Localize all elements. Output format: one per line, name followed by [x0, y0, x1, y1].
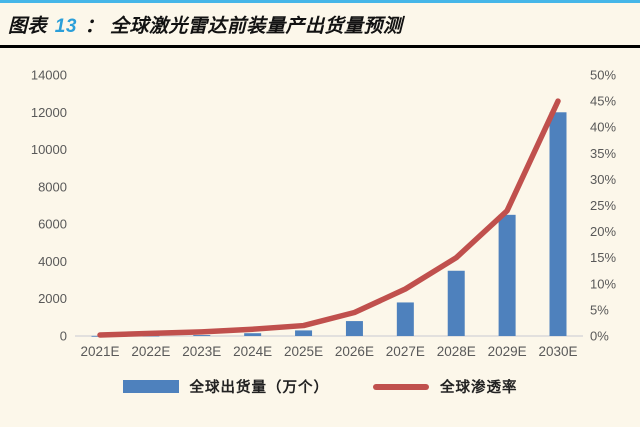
right-axis-tick: 0%	[590, 329, 609, 344]
legend-label-shipments: 全球出货量（万个）	[189, 380, 329, 396]
bar-2028E	[447, 270, 465, 336]
left-axis-tick: 6000	[38, 217, 67, 232]
right-axis-tick: 40%	[590, 120, 616, 135]
x-axis-label: 2030E	[538, 344, 577, 359]
line-series-swatch	[373, 383, 429, 390]
x-axis-label: 2023E	[182, 344, 221, 359]
left-axis-tick: 0	[60, 329, 67, 344]
bar-2029E	[498, 214, 516, 336]
x-axis-label: 2026E	[335, 344, 374, 359]
left-axis-tick: 4000	[38, 254, 67, 269]
right-axis-tick: 20%	[590, 224, 616, 239]
chart-title-text: 全球激光雷达前装量产出货量预测	[110, 16, 403, 37]
left-axis-tick: 12000	[31, 105, 67, 120]
bar-2025E	[295, 330, 313, 336]
top-accent-rule	[0, 0, 640, 3]
bar-2026E	[345, 321, 363, 336]
bar-2024E	[244, 333, 262, 336]
chart-legend: 全球出货量（万个） 全球渗透率	[0, 376, 640, 397]
x-axis-label: 2022E	[131, 344, 170, 359]
x-axis-label: 2025E	[284, 344, 323, 359]
right-axis-tick: 35%	[590, 146, 616, 161]
bar-2027E	[396, 302, 414, 336]
right-axis-tick: 30%	[590, 172, 616, 187]
x-axis-label: 2021E	[80, 344, 119, 359]
bar-2030E	[549, 112, 567, 337]
right-axis-tick: 5%	[590, 302, 609, 317]
legend-item-penetration: 全球渗透率	[373, 376, 518, 397]
combo-chart: 0 2000 4000 6000 8000 10000 12000 14000 0% 5% 10% 1…	[31, 68, 617, 360]
left-axis-tick: 8000	[38, 179, 67, 194]
left-axis-tick: 2000	[38, 291, 67, 306]
legend-label-penetration: 全球渗透率	[440, 380, 518, 396]
chart-title-number: 13	[54, 16, 77, 37]
left-axis-tick: 10000	[31, 142, 67, 157]
right-axis-tick: 15%	[590, 250, 616, 265]
right-axis-tick: 25%	[590, 198, 616, 213]
legend-item-shipments: 全球出货量（万个）	[122, 376, 330, 397]
right-axis-tick: 10%	[590, 276, 616, 291]
x-axis-label: 2027E	[386, 344, 425, 359]
x-axis-label: 2029E	[488, 344, 527, 359]
chart-title-prefix: 图表	[8, 16, 48, 37]
chart-title-bar: 图表 13 ： 全球激光雷达前装量产出货量预测	[0, 3, 640, 48]
left-axis-tick: 14000	[31, 68, 67, 83]
chart-title-separator: ：	[84, 16, 105, 37]
right-axis-tick: 50%	[590, 68, 616, 83]
bar-2023E	[193, 335, 211, 336]
x-axis-label: 2024E	[233, 344, 272, 359]
penetration-line	[97, 98, 561, 338]
right-axis-tick: 45%	[590, 94, 616, 109]
bar-series-swatch	[122, 380, 179, 393]
x-axis-label: 2028E	[437, 344, 476, 359]
